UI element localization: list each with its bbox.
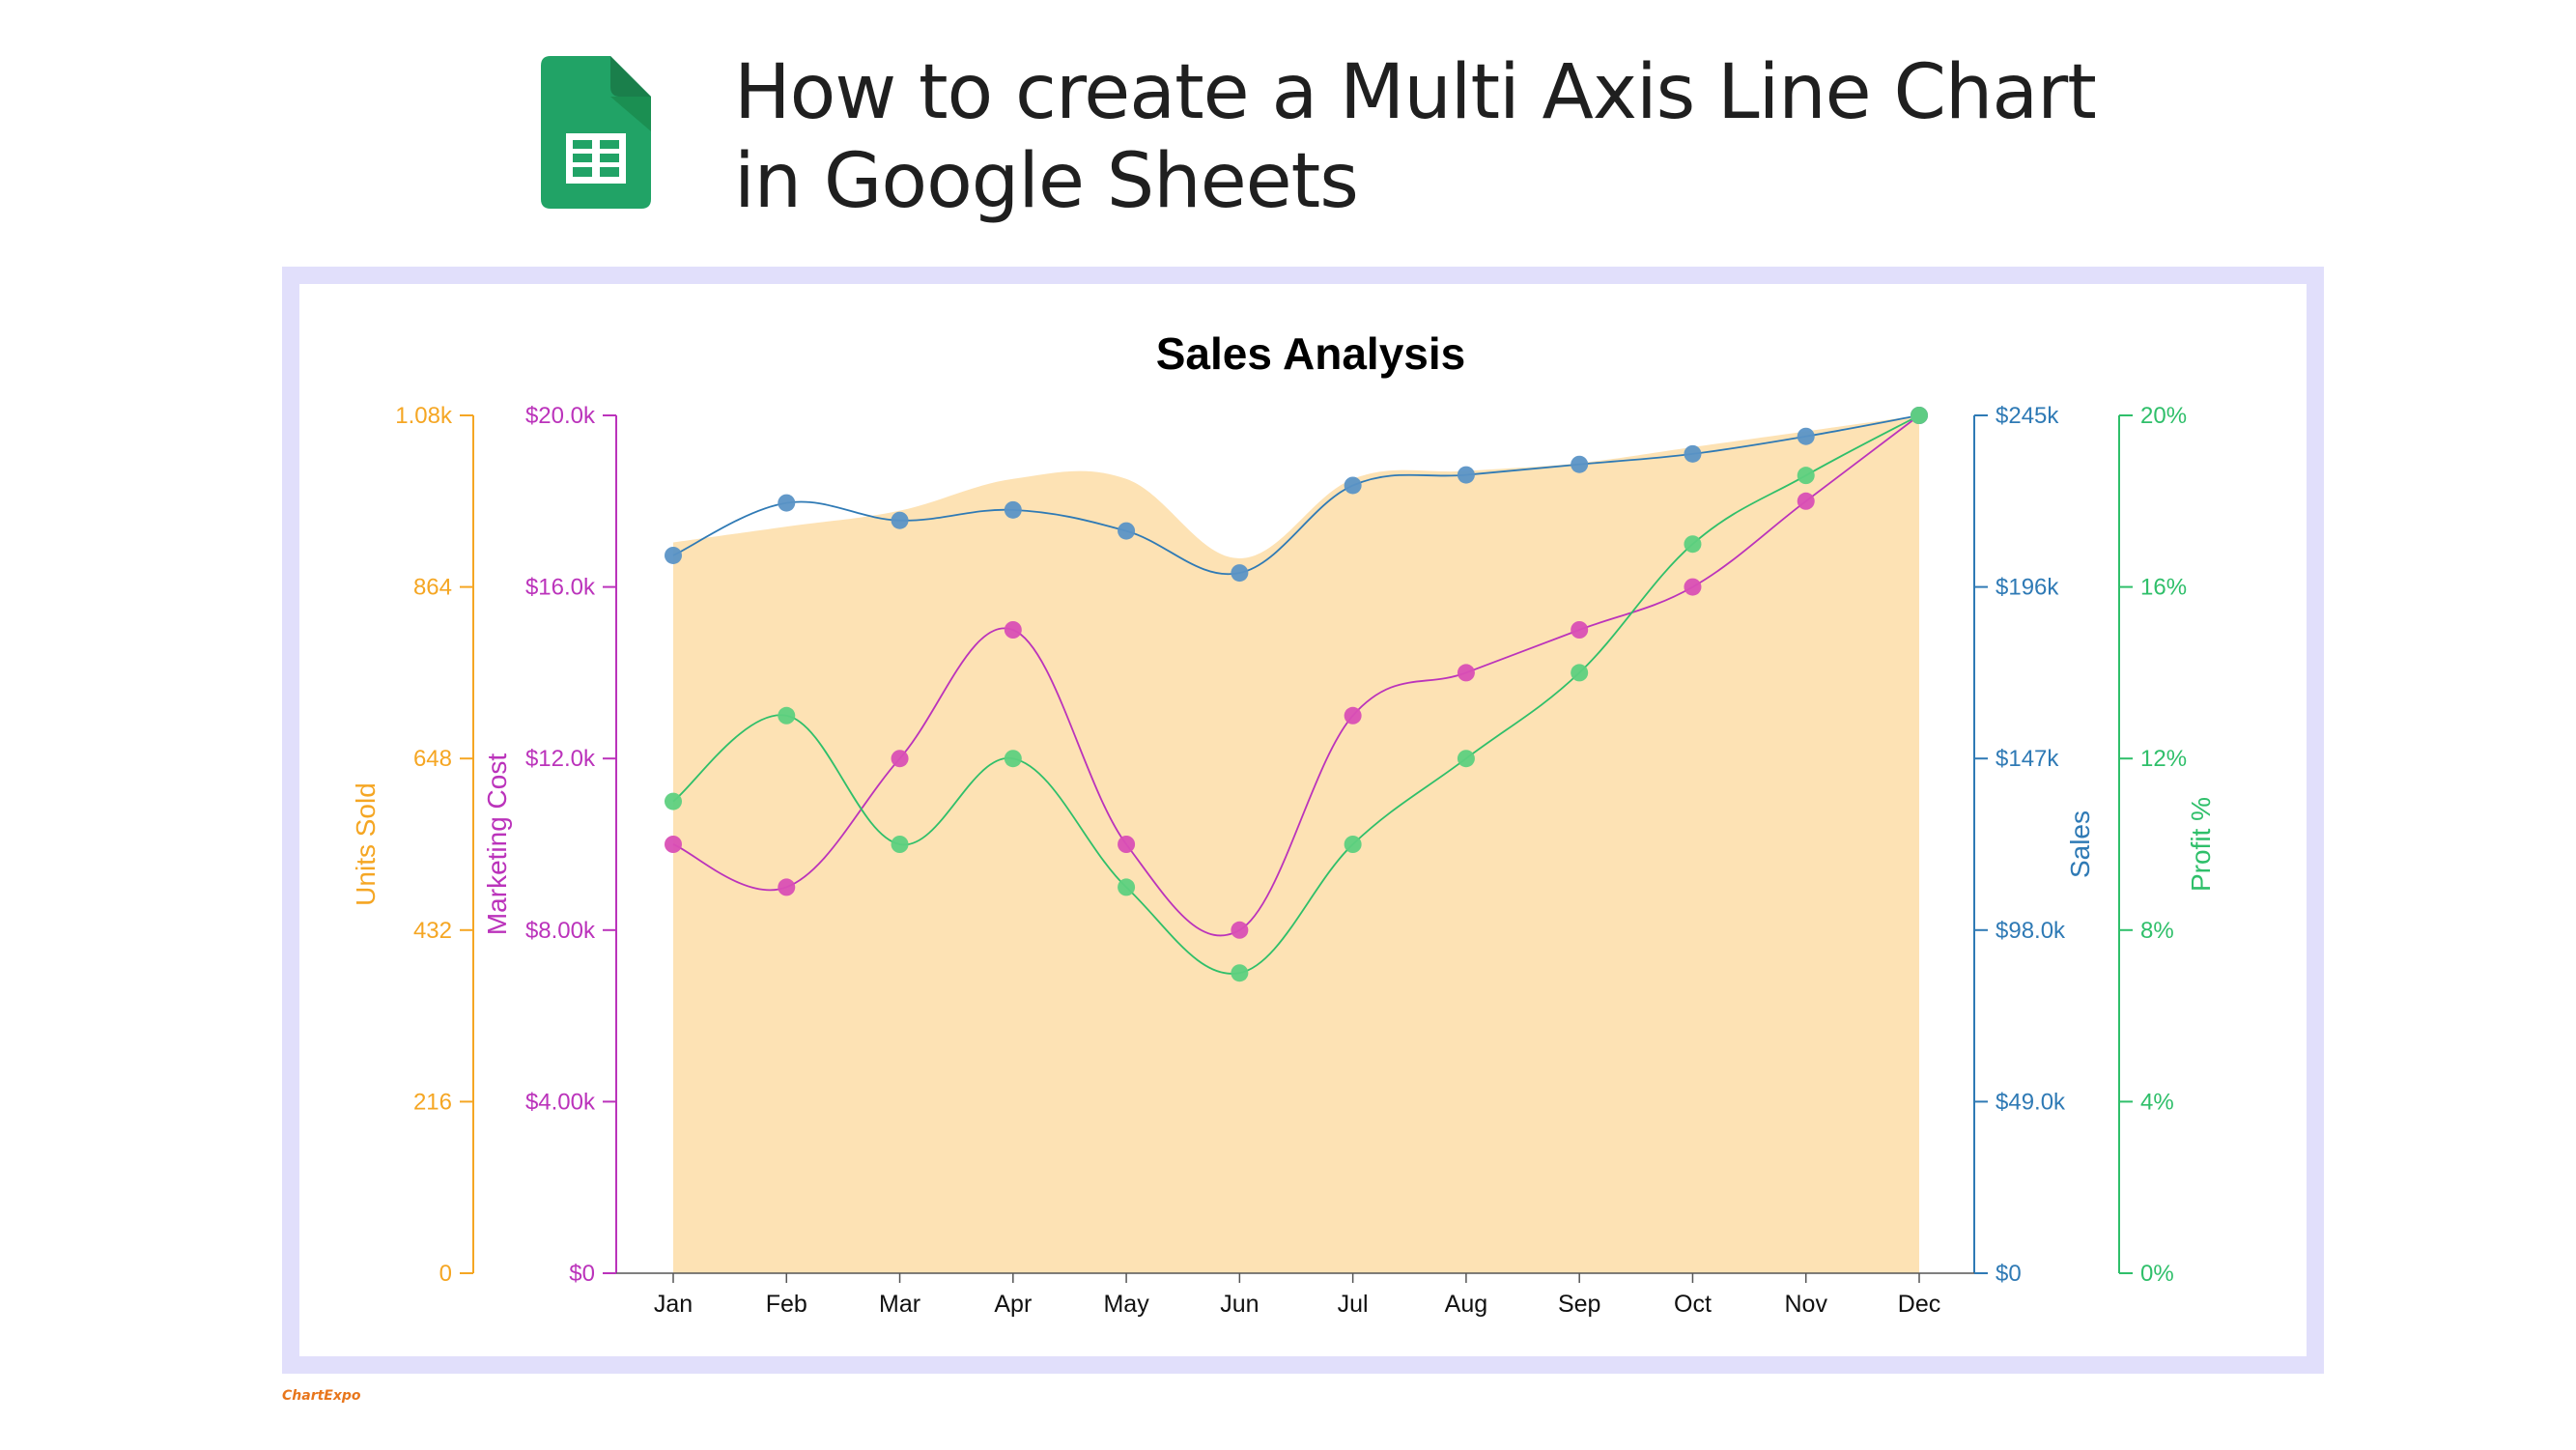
axis-profit: 0% 4% 8% 12% 16% 20% Profit % bbox=[2118, 403, 2216, 1287]
point-profit-oct bbox=[1684, 535, 1702, 554]
x-axis-tick-label: Sep bbox=[1558, 1291, 1600, 1318]
axis-tick-label-units: 216 bbox=[413, 1089, 452, 1115]
axis-title-sales: Sales bbox=[2065, 810, 2095, 878]
x-axis-tick-label: Jul bbox=[1338, 1291, 1369, 1318]
point-profit-aug bbox=[1457, 750, 1475, 768]
area-units-sold bbox=[673, 415, 1919, 1273]
axis-tick-label-cost: $0 bbox=[569, 1261, 595, 1287]
point-marketing-cost-oct bbox=[1684, 578, 1702, 596]
axis-tick-label-sales: $49.0k bbox=[1996, 1089, 2066, 1115]
axis-tick-label-units: 1.08k bbox=[395, 403, 453, 429]
axis-tick-label-units: 432 bbox=[413, 918, 452, 944]
point-sales-apr bbox=[1004, 500, 1022, 519]
axis-tick-label-sales: $245k bbox=[1996, 403, 2059, 429]
x-axis-tick-label: Aug bbox=[1445, 1291, 1487, 1318]
point-marketing-cost-jan bbox=[665, 836, 682, 853]
point-sales-may bbox=[1118, 522, 1136, 540]
axis-title-units: Units Sold bbox=[351, 782, 381, 906]
point-profit-sep bbox=[1571, 664, 1589, 682]
x-axis-tick-label: Jun bbox=[1220, 1291, 1259, 1318]
google-sheets-icon bbox=[541, 56, 651, 209]
x-axis-tick-label: Jan bbox=[654, 1291, 693, 1318]
point-profit-nov bbox=[1797, 467, 1815, 485]
x-axis-tick-label: May bbox=[1103, 1291, 1149, 1318]
point-profit-apr bbox=[1004, 750, 1022, 768]
point-marketing-cost-mar bbox=[891, 750, 909, 768]
point-profit-dec bbox=[1911, 407, 1928, 424]
axis-cost: $0 $4.00k $8.00k $12.0k $16.0k $20.0k Marketin… bbox=[482, 403, 617, 1287]
point-sales-jul bbox=[1344, 476, 1362, 495]
axis-tick-label-profit: 12% bbox=[2140, 746, 2187, 772]
axis-tick-label-sales: $147k bbox=[1996, 746, 2059, 772]
point-sales-sep bbox=[1571, 455, 1589, 473]
x-axis-tick-label: Dec bbox=[1898, 1291, 1940, 1318]
point-sales-jun bbox=[1231, 564, 1249, 583]
axis-title-cost: Marketing Cost bbox=[482, 753, 512, 936]
point-profit-may bbox=[1118, 878, 1136, 896]
axis-tick-label-units: 0 bbox=[439, 1261, 452, 1287]
axis-tick-label-cost: $16.0k bbox=[525, 575, 596, 601]
point-profit-jun bbox=[1231, 964, 1249, 982]
point-marketing-cost-apr bbox=[1004, 621, 1022, 639]
point-profit-feb bbox=[778, 706, 796, 725]
axes-layer: 0 216 432 648 864 1.08k Units Sold $0 $4.00k $8.0… bbox=[351, 403, 2216, 1287]
page-title-line-2: in Google Sheets bbox=[734, 138, 1359, 225]
axis-tick-label-units: 864 bbox=[413, 575, 452, 601]
axis-tick-label-units: 648 bbox=[413, 746, 452, 772]
axis-tick-label-cost: $4.00k bbox=[525, 1089, 596, 1115]
point-sales-mar bbox=[891, 511, 909, 529]
axis-tick-label-profit: 16% bbox=[2140, 575, 2187, 601]
point-marketing-cost-may bbox=[1118, 836, 1136, 853]
axis-units: 0 216 432 648 864 1.08k Units Sold bbox=[351, 403, 474, 1287]
point-sales-feb bbox=[778, 494, 796, 512]
chart-title: Sales Analysis bbox=[1156, 328, 1466, 379]
axis-tick-label-profit: 0% bbox=[2140, 1261, 2174, 1287]
axis-tick-label-profit: 8% bbox=[2140, 918, 2174, 944]
x-axis-tick-label: Mar bbox=[879, 1291, 920, 1318]
point-profit-jan bbox=[665, 792, 682, 810]
point-marketing-cost-aug bbox=[1457, 664, 1475, 682]
point-profit-jul bbox=[1344, 836, 1362, 853]
x-axis-tick-label: Nov bbox=[1784, 1291, 1827, 1318]
point-marketing-cost-feb bbox=[778, 878, 796, 896]
point-marketing-cost-jul bbox=[1344, 706, 1362, 725]
axis-tick-label-sales: $196k bbox=[1996, 575, 2059, 601]
point-marketing-cost-nov bbox=[1797, 492, 1815, 510]
axis-tick-label-sales: $98.0k bbox=[1996, 918, 2066, 944]
point-marketing-cost-sep bbox=[1571, 621, 1589, 639]
x-axis-tick-label: Apr bbox=[994, 1291, 1032, 1318]
page-title: How to create a Multi Axis Line Chart in… bbox=[734, 48, 2376, 226]
axis-tick-label-cost: $20.0k bbox=[525, 403, 596, 429]
point-sales-nov bbox=[1797, 427, 1815, 445]
point-sales-aug bbox=[1457, 466, 1475, 484]
points-layer bbox=[665, 407, 1928, 982]
axis-tick-label-profit: 20% bbox=[2140, 403, 2187, 429]
axis-tick-label-cost: $12.0k bbox=[525, 746, 596, 772]
point-marketing-cost-jun bbox=[1231, 921, 1249, 939]
x-axis-tick-label: Oct bbox=[1674, 1291, 1712, 1318]
chartexpo-logo: ChartExpo bbox=[282, 1388, 361, 1404]
point-sales-oct bbox=[1684, 444, 1702, 463]
x-axis-tick-label: Feb bbox=[766, 1291, 807, 1318]
page-title-line-1: How to create a Multi Axis Line Chart bbox=[734, 49, 2097, 136]
axis-tick-label-cost: $8.00k bbox=[525, 918, 596, 944]
axis-tick-label-sales: $0 bbox=[1996, 1261, 2022, 1287]
point-profit-mar bbox=[891, 836, 909, 853]
axis-title-profit: Profit % bbox=[2186, 797, 2216, 892]
axis-sales: $0 $49.0k $98.0k $147k $196k $245k Sales bbox=[1973, 403, 2095, 1287]
x-axis: Jan Feb Mar Apr May Jun Jul Aug Sep Oct Nov Dec bbox=[616, 1272, 1974, 1318]
axis-tick-label-profit: 4% bbox=[2140, 1089, 2174, 1115]
area-layer bbox=[673, 415, 1919, 1273]
point-sales-jan bbox=[665, 546, 682, 564]
